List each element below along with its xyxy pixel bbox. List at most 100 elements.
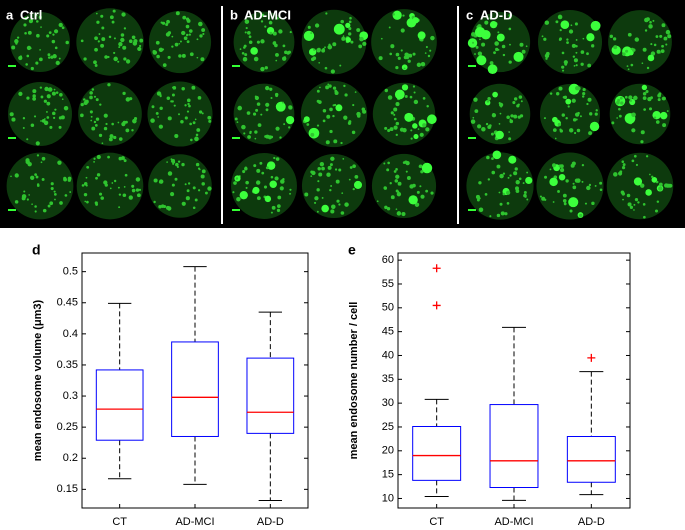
y-tick-label: 0.4 [63,328,78,340]
endosome [162,63,167,68]
endosome [269,87,273,91]
endosome [509,174,512,177]
endosome [568,197,579,208]
endosome [22,117,26,120]
y-tick-label: 25 [382,421,394,433]
endosome [616,100,620,105]
endosome [322,47,325,51]
endosome [572,182,575,185]
y-tick-label: 40 [382,349,394,361]
endosome [95,117,100,121]
endosome [661,97,665,101]
endosome [14,39,19,44]
endosome [484,20,489,25]
endosome [103,126,108,131]
panel-label: AD-MCI [244,7,291,22]
endosome [199,168,201,171]
endosome [200,174,205,179]
endosome [175,162,179,167]
endosome [667,183,673,188]
endosome [186,40,190,44]
endosome [526,198,529,201]
endosome [495,130,504,140]
endosome [579,213,583,218]
endosome [167,116,172,121]
endosome [378,56,383,61]
endosome [32,96,37,101]
endosome [181,201,186,206]
endosome [562,69,565,72]
cell [147,81,213,147]
endosome [67,178,71,182]
endosome [55,91,59,94]
endosome [508,137,512,141]
endosome [401,84,409,91]
endosome [395,52,400,57]
endosome [65,40,69,45]
endosome [246,111,251,115]
endosome [518,177,522,181]
endosome [260,113,263,116]
endosome [269,180,277,188]
endosome [581,180,584,183]
endosome [502,192,506,196]
endosome [189,52,194,57]
endosome [23,190,26,193]
endosome [525,45,528,48]
endosome [326,114,331,119]
endosome [53,29,59,34]
endosome [53,190,56,193]
endosome [289,192,292,195]
endosome [241,124,246,130]
endosome [175,11,180,16]
endosome [427,54,431,58]
endosome [118,137,123,141]
endosome [558,164,562,168]
endosome [577,111,580,115]
endosome [619,96,623,100]
endosome [345,37,351,43]
endosome [118,206,121,209]
endosome [254,95,259,101]
endosome [397,181,402,186]
endosome [234,117,238,121]
endosome [27,30,32,35]
endosome [554,137,557,140]
endosome [330,156,335,161]
endosome [665,43,668,46]
endosome [97,40,100,43]
endosome [187,102,190,106]
endosome [622,163,626,167]
endosome [239,191,248,200]
panel-letter: e [348,242,356,258]
endosome [618,107,621,111]
endosome [345,22,351,29]
endosome [515,180,520,185]
endosome [275,101,286,112]
endosome [159,95,162,98]
endosome [650,51,656,56]
endosome [39,86,43,89]
endosome [333,23,345,35]
endosome [18,91,23,96]
endosome [186,189,190,193]
y-tick-label: 0.3 [63,390,78,402]
endosome [105,122,108,126]
endosome [633,209,635,211]
endosome [121,12,126,17]
cell [148,154,212,218]
endosome [622,198,624,201]
endosome [101,26,105,30]
endosome [125,59,131,64]
endosome [631,159,635,163]
endosome [563,202,567,206]
endosome [14,200,19,204]
endosome [487,96,491,101]
endosome [16,36,20,39]
endosome [407,59,411,63]
endosome [101,142,104,145]
cell [466,152,534,220]
endosome [648,107,653,111]
endosome [569,128,574,133]
endosome [412,17,419,24]
